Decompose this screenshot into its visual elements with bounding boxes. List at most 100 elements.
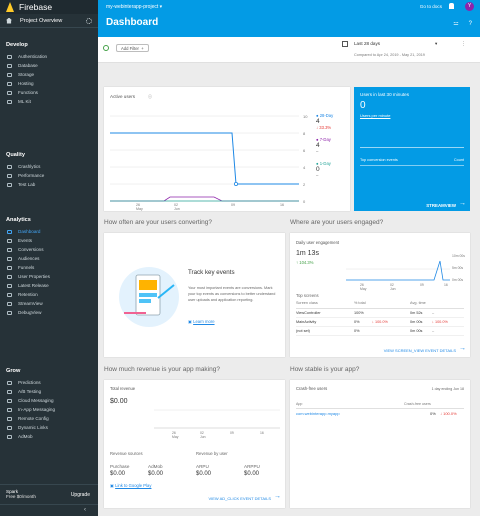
sidebar-item-a-b-testing[interactable]: A/B Testing bbox=[0, 387, 98, 396]
database-icon bbox=[7, 63, 12, 68]
legend-value: 0 bbox=[316, 166, 320, 173]
revenue-sources-title: Revenue sources bbox=[110, 451, 143, 456]
legend-label: 28-Day bbox=[319, 113, 334, 118]
time-change: – bbox=[432, 311, 435, 315]
sidebar-item-label: Remote Config bbox=[18, 416, 49, 421]
sidebar-item-latest-release[interactable]: Latest Release bbox=[0, 281, 98, 290]
sidebar-item-label: Funnels bbox=[18, 265, 35, 270]
bell-icon[interactable] bbox=[449, 3, 454, 9]
legend-change: – bbox=[316, 173, 319, 178]
top-screens-table: Screen class % total Avg. time ViewContr… bbox=[296, 301, 464, 336]
upgrade-button[interactable]: Upgrade bbox=[70, 492, 90, 498]
app-name[interactable]: com.webinterapp.myapp bbox=[296, 411, 340, 416]
sidebar-item-dynamic-links[interactable]: Dynamic Links bbox=[0, 423, 98, 432]
avg-time: 0m 52s bbox=[410, 311, 423, 315]
crashlytics-icon bbox=[7, 164, 12, 169]
pct-total: 0% bbox=[354, 320, 360, 324]
streamview-link[interactable]: STREAMVIEW bbox=[426, 203, 456, 208]
streamview-icon bbox=[7, 301, 12, 306]
cloud-messaging-icon bbox=[7, 398, 12, 403]
firebase-logo-icon bbox=[6, 2, 14, 12]
hosting-icon bbox=[7, 81, 12, 86]
admob-value: $0.00 bbox=[148, 471, 164, 477]
sidebar-item-label: A/B Testing bbox=[18, 389, 42, 394]
crash-free-change: ↓ 100.0% bbox=[440, 411, 457, 416]
sidebar-item-database[interactable]: Database bbox=[0, 61, 98, 70]
x-tick: 26 May bbox=[360, 283, 367, 291]
sidebar-item-audiences[interactable]: Audiences bbox=[0, 254, 98, 263]
brand-bar[interactable]: Firebase bbox=[0, 0, 98, 14]
project-overview-label: Project Overview bbox=[20, 17, 63, 24]
streamview-card: Users in last 30 minutes 0 Users per min… bbox=[354, 87, 470, 211]
sidebar-item-label: Crashlytics bbox=[18, 164, 41, 169]
learn-more-link[interactable]: ▣ Learn more bbox=[188, 319, 215, 324]
revenue-chart: 26 May 02 Jun 09 16 bbox=[154, 409, 280, 439]
storage-icon bbox=[7, 72, 12, 77]
project-selector[interactable]: my-webinterapp-project ▾ bbox=[106, 4, 163, 10]
add-filter-button[interactable]: Add Filter + bbox=[116, 44, 149, 52]
go-to-docs-link[interactable]: Go to docs bbox=[419, 4, 442, 9]
sidebar-item-dashboard[interactable]: Dashboard bbox=[0, 227, 98, 236]
collapse-sidebar-icon[interactable]: ‹ bbox=[0, 504, 98, 516]
sidebar-item-debugview[interactable]: DebugView bbox=[0, 308, 98, 317]
info-icon[interactable]: ⓘ bbox=[148, 94, 152, 99]
avatar[interactable]: Y bbox=[465, 2, 474, 11]
arrow-right-icon[interactable]: → bbox=[459, 200, 466, 207]
sidebar-item-admob[interactable]: AdMob bbox=[0, 432, 98, 441]
gear-icon[interactable] bbox=[86, 18, 92, 24]
table-row[interactable]: ViewController 100% 0m 52s – bbox=[296, 309, 464, 318]
link-google-play[interactable]: ▣ Link to Google Play bbox=[110, 483, 152, 488]
sidebar-item-events[interactable]: Events bbox=[0, 236, 98, 245]
sidebar-item-in-app-messaging[interactable]: In-App Messaging bbox=[0, 405, 98, 414]
sidebar-item-functions[interactable]: Functions bbox=[0, 88, 98, 97]
date-range-label: Last 28 days bbox=[354, 41, 381, 46]
table-row[interactable]: (not set) 0% 0m 00s – bbox=[296, 327, 464, 336]
sidebar-item-storage[interactable]: Storage bbox=[0, 70, 98, 79]
stability-card: Crash-free users 1 day ending Jun 18 App… bbox=[290, 380, 470, 508]
stability-row[interactable]: com.webinterapp.myapp 0% ↓ 100.0% bbox=[296, 411, 464, 416]
sidebar-item-predictions[interactable]: Predictions bbox=[0, 378, 98, 387]
sidebar-item-authentication[interactable]: Authentication bbox=[0, 52, 98, 61]
customize-icon[interactable]: ⚍ bbox=[453, 21, 459, 27]
sidebar-item-crashlytics[interactable]: Crashlytics bbox=[0, 162, 98, 171]
link-google-play-label: Link to Google Play bbox=[115, 483, 152, 488]
screen-view-details-link[interactable]: VIEW SCREEN_VIEW EVENT DETAILS bbox=[383, 348, 456, 353]
sidebar-item-funnels[interactable]: Funnels bbox=[0, 263, 98, 272]
sidebar-item-retention[interactable]: Retention bbox=[0, 290, 98, 299]
help-icon[interactable]: ? bbox=[468, 21, 472, 27]
ad-click-details-link[interactable]: VIEW AD_CLICK EVENT DETAILS bbox=[208, 496, 271, 501]
authentication-icon bbox=[7, 54, 12, 59]
series-28-day-point bbox=[233, 182, 238, 187]
sidebar-item-performance[interactable]: Performance bbox=[0, 171, 98, 180]
project-overview[interactable]: Project Overview bbox=[0, 14, 98, 28]
events-icon bbox=[7, 238, 12, 243]
sidebar-item-test-lab[interactable]: Test Lab bbox=[0, 180, 98, 189]
sidebar-item-streamview[interactable]: StreamView bbox=[0, 299, 98, 308]
time-change: ↓ 100.0% bbox=[432, 320, 448, 324]
in-app-messaging-icon bbox=[7, 407, 12, 412]
sidebar-item-user-properties[interactable]: User Properties bbox=[0, 272, 98, 281]
more-options-icon[interactable]: ⋮ bbox=[461, 41, 466, 47]
active-users-chart: 10 8 6 4 2 0 26 May 02 Jun 09 16 bbox=[110, 114, 308, 211]
y-tick: 0m 00s bbox=[452, 278, 463, 282]
date-range-select[interactable]: Last 28 days ▾ bbox=[354, 41, 438, 46]
legend-change: – bbox=[316, 149, 319, 154]
sidebar-item-label: Retention bbox=[18, 292, 38, 297]
sidebar-item-conversions[interactable]: Conversions bbox=[0, 245, 98, 254]
sidebar-section: Grow Predictions A/B Testing Cloud Messagin… bbox=[0, 364, 98, 441]
stream-title: Users in last 30 minutes bbox=[360, 92, 410, 97]
revenue-heading: How much revenue is your app making? bbox=[104, 366, 220, 373]
sidebar-section: Analytics Dashboard Events Conversions Audie… bbox=[0, 213, 98, 317]
sidebar-item-cloud-messaging[interactable]: Cloud Messaging bbox=[0, 396, 98, 405]
arppu-label: ARPPU bbox=[244, 464, 260, 469]
learn-more-label: Learn more bbox=[193, 319, 215, 324]
sidebar-item-hosting[interactable]: Hosting bbox=[0, 79, 98, 88]
sidebar-item-ml-kit[interactable]: ML Kit bbox=[0, 97, 98, 106]
sidebar-item-remote-config[interactable]: Remote Config bbox=[0, 414, 98, 423]
pct-total: 0% bbox=[354, 329, 360, 333]
arrow-right-icon[interactable]: → bbox=[274, 493, 281, 500]
arppu-value: $0.00 bbox=[244, 471, 260, 477]
arrow-right-icon[interactable]: → bbox=[459, 345, 466, 352]
sidebar-section: Quality Crashlytics Performance Test Lab bbox=[0, 148, 98, 189]
table-row[interactable]: MainActivity 0% ↓ 100.0% 0m 00s ↓ 100.0% bbox=[296, 318, 464, 327]
